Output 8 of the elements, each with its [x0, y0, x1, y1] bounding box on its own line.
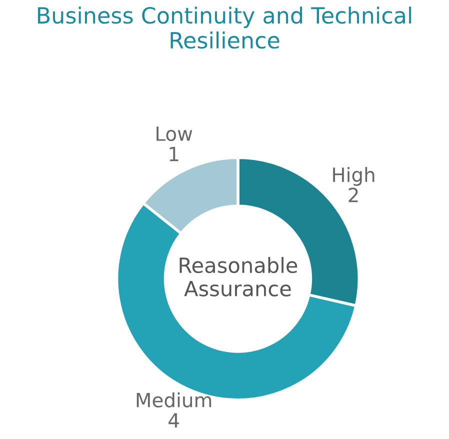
chart-title: Business Continuity and Technical Resilience [38, 6, 412, 49]
slice-label: High [333, 167, 374, 186]
data-label: 1 [170, 146, 178, 162]
data-label: 4 [168, 413, 179, 428]
data-label: 2 [348, 188, 358, 202]
slice-label: Medium [136, 392, 212, 408]
text: Reasonable Assurance [180, 257, 298, 296]
slice-label: Low [156, 126, 192, 142]
